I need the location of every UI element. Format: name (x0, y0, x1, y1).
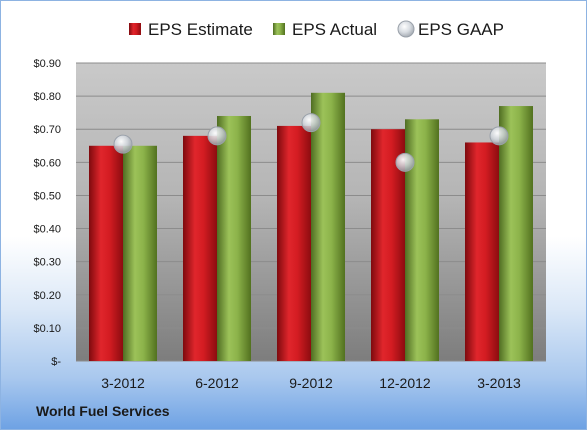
y-tick-label: $0.40 (33, 224, 61, 236)
legend-label: EPS GAAP (418, 20, 504, 39)
bar-eps-actual (311, 92, 345, 362)
marker-eps-gaap (395, 152, 415, 172)
marker-eps-gaap (489, 126, 509, 146)
marker-eps-gaap (301, 113, 321, 133)
x-tick-label: 12-2012 (379, 375, 431, 391)
y-tick-label: $0.20 (33, 290, 61, 302)
marker-eps-gaap (207, 126, 227, 146)
legend-swatch (129, 23, 141, 35)
y-tick-label: $0.90 (33, 58, 61, 70)
x-tick-label: 3-2013 (477, 375, 521, 391)
bar-eps-actual (123, 145, 157, 361)
gaap-markers (113, 113, 509, 172)
bar-eps-estimate (277, 125, 311, 362)
legend-swatch (397, 20, 415, 38)
x-axis-tick-labels: 3-2012 6-2012 9-2012 12-2012 3-2013 (101, 375, 521, 391)
bar-eps-actual (499, 106, 533, 362)
legend-swatch (273, 23, 285, 35)
x-tick-label: 6-2012 (195, 375, 239, 391)
bar-eps-estimate (89, 145, 123, 361)
x-tick-label: 9-2012 (289, 375, 333, 391)
legend-label: EPS Estimate (148, 20, 253, 39)
y-tick-label: $0.70 (33, 124, 61, 136)
y-tick-label: $0.80 (33, 91, 61, 103)
y-tick-label: $0.10 (33, 323, 61, 335)
y-axis-tick-labels: $- $0.10 $0.20 $0.30 $0.40 $0.50 $0.60 $0.70 $0.… (33, 58, 61, 368)
bar-eps-estimate (183, 135, 217, 361)
company-name: World Fuel Services (36, 403, 170, 419)
bars (89, 92, 533, 362)
bar-eps-actual (217, 115, 251, 361)
bar-eps-estimate (465, 142, 499, 361)
y-tick-label: $0.30 (33, 257, 61, 269)
y-tick-label: $- (51, 356, 61, 368)
y-tick-label: $0.50 (33, 190, 61, 202)
legend-label: EPS Actual (292, 20, 377, 39)
x-tick-label: 3-2012 (101, 375, 145, 391)
legend: EPS Estimate EPS Actual EPS GAAP (129, 20, 504, 39)
marker-eps-gaap (113, 134, 133, 154)
y-tick-label: $0.60 (33, 157, 61, 169)
